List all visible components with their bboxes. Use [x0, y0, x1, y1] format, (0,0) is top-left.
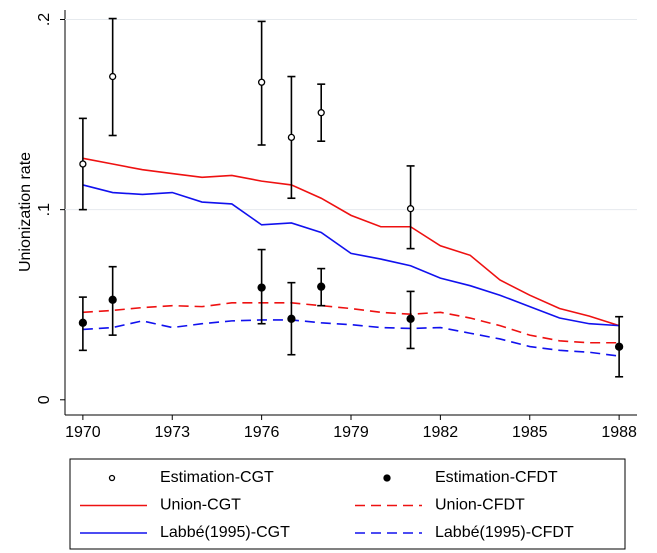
data-point	[406, 314, 415, 323]
x-tick-label: 1985	[512, 424, 548, 441]
x-tick-label: 1979	[333, 424, 369, 441]
series-line	[82, 184, 620, 327]
data-point	[108, 295, 117, 304]
legend-label: Union-CFDT	[435, 497, 525, 514]
legend-marker	[383, 474, 391, 482]
data-point	[406, 205, 415, 213]
data-point	[614, 342, 624, 351]
y-tick-label: .2	[36, 13, 53, 26]
data-point	[287, 133, 296, 142]
legend-label: Union-CGT	[160, 497, 241, 514]
x-tick-label: 1973	[154, 424, 190, 441]
data-point	[317, 109, 325, 117]
y-axis-label: Unionization rate	[17, 152, 34, 272]
data-point	[109, 72, 117, 81]
legend-label: Labbé(1995)-CFDT	[435, 524, 574, 541]
legend-label: Estimation-CFDT	[435, 469, 558, 486]
y-tick-label: .1	[36, 203, 53, 216]
legend-box	[69, 458, 626, 550]
y-tick-label: 0	[36, 395, 53, 404]
data-point	[257, 283, 266, 292]
x-tick-label: 1976	[244, 424, 280, 441]
legend-marker	[108, 474, 116, 482]
data-point	[257, 78, 266, 86]
data-point	[287, 314, 296, 323]
x-tick-label: 1982	[423, 424, 459, 441]
series-line	[82, 302, 620, 344]
x-tick-label: 1988	[601, 424, 637, 441]
series-line	[82, 319, 620, 357]
series-line	[82, 157, 620, 327]
data-point	[78, 318, 88, 327]
data-point	[79, 160, 87, 168]
legend-label: Labbé(1995)-CGT	[160, 524, 290, 541]
x-tick-label: 1970	[65, 424, 101, 441]
legend-label: Estimation-CGT	[160, 469, 274, 486]
data-point	[317, 282, 326, 291]
